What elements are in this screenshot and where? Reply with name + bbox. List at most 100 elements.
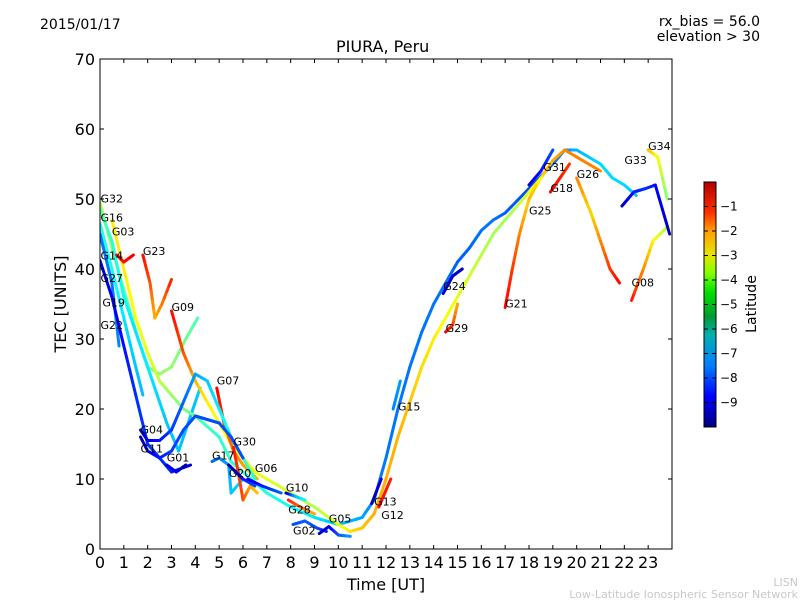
series-segment — [122, 344, 129, 360]
x-tick-label: 17 — [495, 553, 515, 572]
x-tick-label: 8 — [286, 553, 296, 572]
series-segment — [170, 309, 176, 323]
series-segment — [140, 348, 147, 360]
series-segment — [172, 320, 179, 334]
series-g31 — [527, 148, 555, 187]
series-segment — [180, 432, 187, 444]
x-tick-label: 6 — [238, 553, 248, 572]
series-segment — [408, 391, 415, 404]
series-segment — [384, 467, 391, 481]
series-segment — [178, 341, 185, 355]
series-segment — [454, 302, 459, 311]
series-segment — [377, 477, 383, 487]
series-g33 — [620, 183, 672, 236]
y-tick-label: 10 — [75, 470, 95, 489]
satellite-label-g04: G04 — [141, 424, 164, 437]
colorbar-tick-label: −2 — [720, 224, 738, 238]
series-segment — [181, 463, 188, 469]
x-tick-label: 0 — [95, 553, 105, 572]
series-g11 — [139, 414, 245, 460]
series-segment — [653, 183, 661, 199]
series-segment — [381, 456, 388, 470]
series-segment — [128, 341, 135, 357]
x-tick-label: 12 — [376, 553, 396, 572]
series-segment — [402, 409, 409, 421]
x-tick-label: 15 — [447, 553, 467, 572]
series-segment — [116, 320, 123, 336]
series-layer — [100, 148, 672, 538]
satellite-label-g28: G28 — [288, 503, 311, 516]
series-segment — [134, 316, 141, 329]
x-tick-label: 4 — [190, 553, 200, 572]
colorbar-ticks: −1 −2 −3 −4 −5 −6 −7 −8 −9 — [704, 200, 738, 410]
satellite-label-g20: G20 — [229, 467, 252, 480]
satellite-label-g19: G19 — [102, 297, 125, 310]
series-segment — [128, 292, 135, 308]
series-segment — [386, 477, 393, 488]
colorbar-tick-label: −5 — [720, 298, 738, 312]
chart-title: PIURA, Peru — [336, 37, 430, 56]
series-segment — [664, 220, 672, 236]
series-segment — [250, 482, 257, 488]
x-tick-label: 14 — [423, 553, 443, 572]
series-segment — [615, 278, 622, 285]
satellite-label-g31: G31 — [543, 161, 566, 174]
x-tick-label: 3 — [166, 553, 176, 572]
satellite-label-g24: G24 — [443, 280, 466, 293]
satellite-label-g05: G05 — [329, 512, 352, 525]
series-segment — [137, 325, 144, 337]
series-segment — [414, 339, 421, 351]
y-tick-label: 20 — [75, 400, 95, 419]
colorbar-tick-label: −8 — [720, 371, 738, 385]
series-segment — [387, 456, 394, 470]
series-segment — [520, 215, 526, 227]
series-segment — [122, 295, 129, 308]
series-segment — [565, 162, 572, 169]
satellite-label-g03: G03 — [112, 226, 135, 239]
series-segment — [578, 185, 586, 197]
series-segment — [517, 223, 524, 236]
series-segment — [104, 257, 111, 273]
series-segment — [408, 356, 415, 369]
series-segment — [405, 365, 412, 379]
series-segment — [393, 407, 400, 423]
series-segment — [250, 472, 257, 481]
x-tick-label: 19 — [543, 553, 563, 572]
satellite-label-g33: G33 — [624, 154, 647, 167]
series-segment — [372, 503, 379, 516]
series-segment — [122, 316, 129, 332]
satellite-label-g23: G23 — [143, 245, 166, 258]
series-segment — [175, 330, 182, 344]
x-tick-label: 9 — [309, 553, 319, 572]
satellite-label-g02: G02 — [293, 524, 316, 537]
series-segment — [122, 288, 129, 304]
series-segment — [131, 381, 138, 397]
series-segment — [509, 267, 514, 281]
series-segment — [585, 202, 593, 215]
rx-bias-label: rx_bias = 56.0 — [658, 14, 760, 30]
series-segment — [458, 267, 464, 273]
satellite-label-g07: G07 — [217, 375, 240, 388]
series-segment — [532, 183, 538, 190]
series-segment — [131, 353, 138, 369]
series-segment — [414, 374, 421, 386]
satellite-label-g17: G17 — [212, 449, 235, 462]
satellite-label-g18: G18 — [550, 182, 573, 195]
colorbar-tick-label: −3 — [720, 249, 738, 263]
series-g06 — [246, 477, 283, 495]
series-segment — [657, 195, 664, 211]
x-tick-label: 13 — [400, 553, 420, 572]
series-segment — [131, 321, 138, 334]
footer-short-name: LISN — [773, 576, 798, 589]
satellite-label-g26: G26 — [577, 168, 600, 181]
satellite-label-g16: G16 — [100, 212, 123, 225]
y-tick-label: 30 — [75, 330, 95, 349]
x-tick-label: 5 — [214, 553, 224, 572]
series-segment — [116, 243, 123, 259]
series-segment — [254, 489, 259, 495]
y-tick-label: 0 — [85, 540, 95, 559]
series-segment — [104, 244, 111, 260]
series-segment — [390, 419, 397, 435]
series-segment — [417, 365, 424, 378]
